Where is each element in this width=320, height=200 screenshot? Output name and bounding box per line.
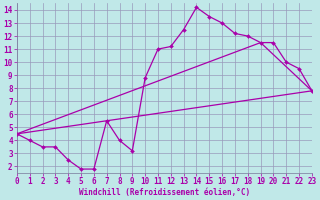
- X-axis label: Windchill (Refroidissement éolien,°C): Windchill (Refroidissement éolien,°C): [79, 188, 250, 197]
